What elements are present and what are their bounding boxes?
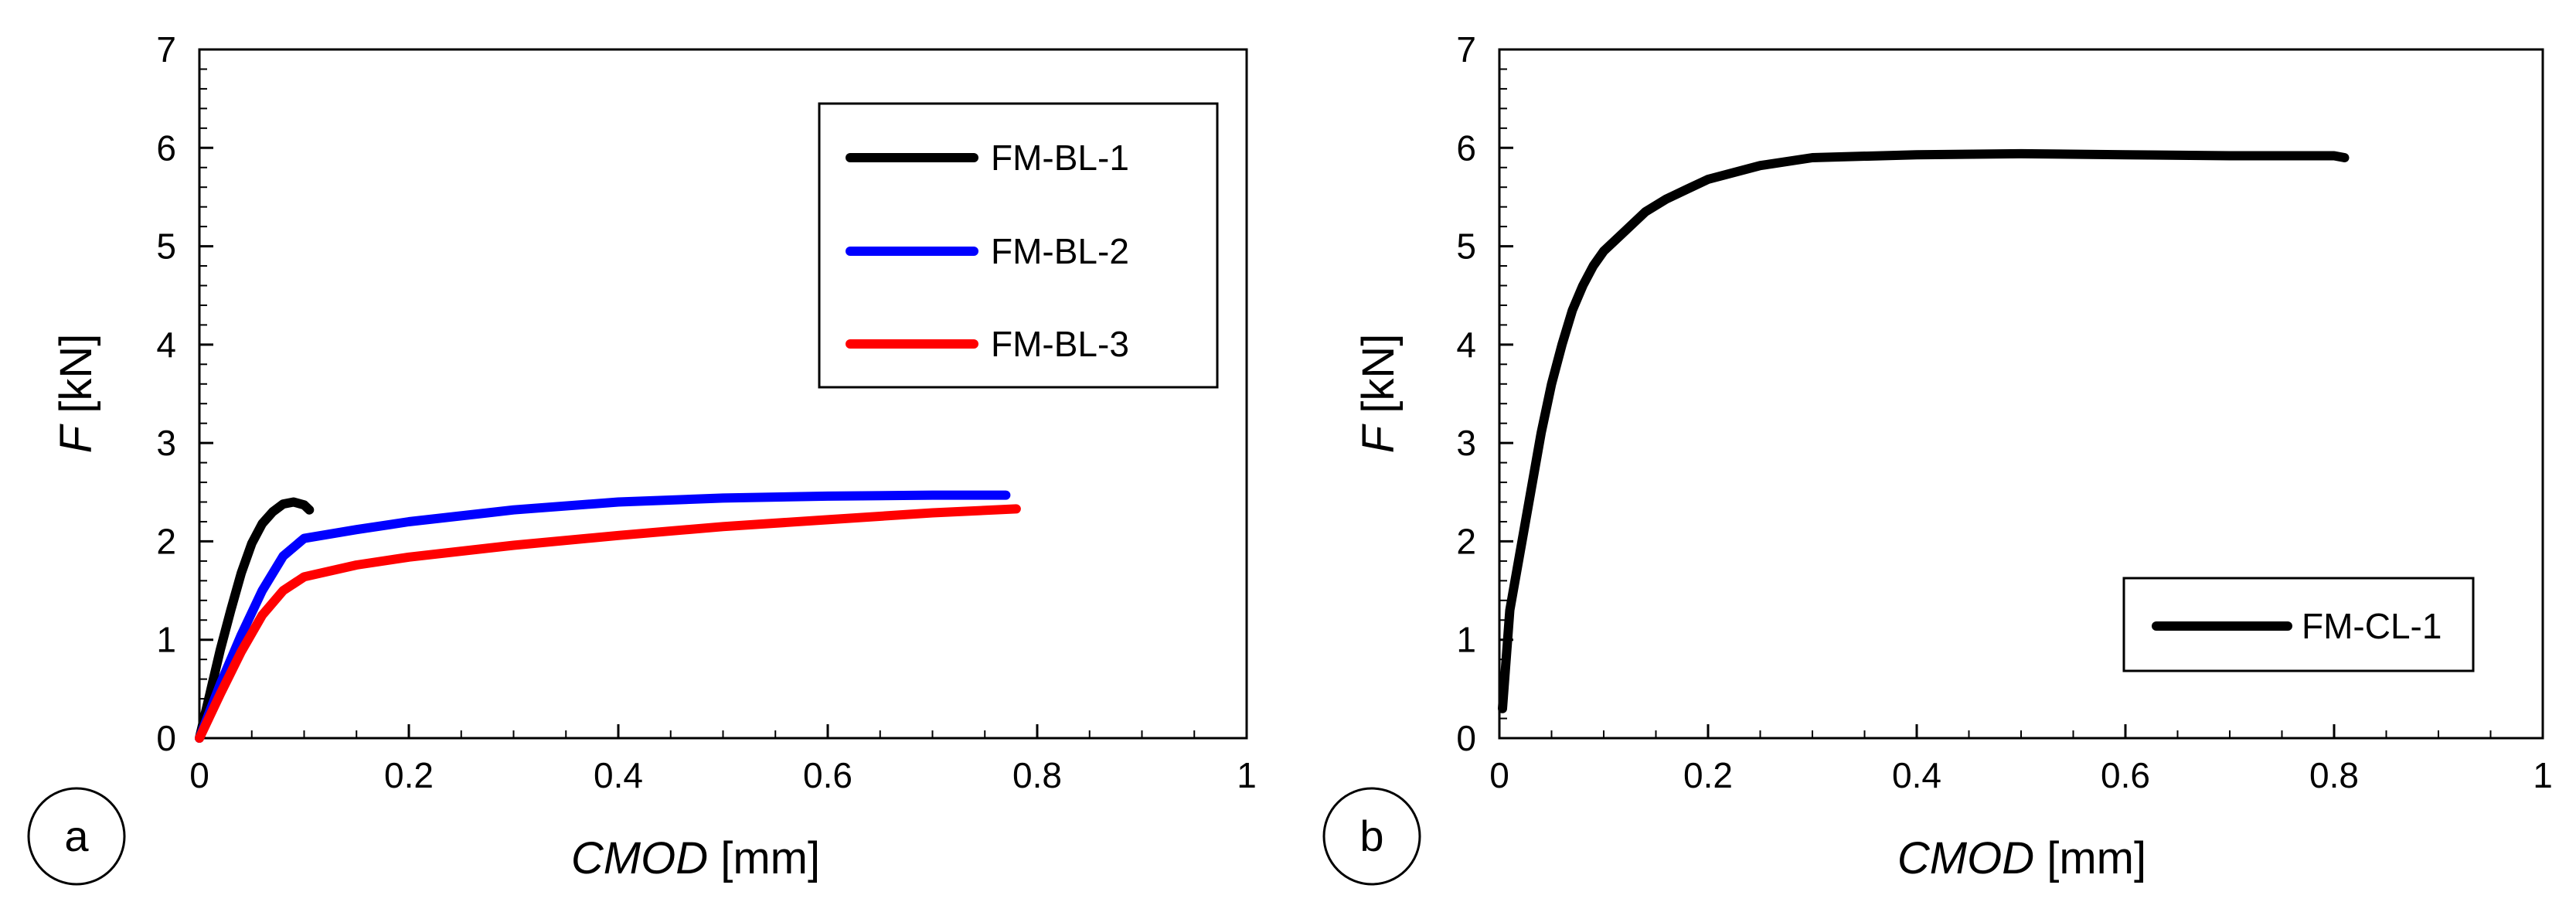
x-axis-title-unit: [mm] <box>2034 833 2146 883</box>
panel-b: 0 0.2 0.4 0.6 0.8 1 0 1 2 3 4 5 6 7 CMOD [mm] F [kN] FM-… <box>1322 29 2553 886</box>
y-tick-label: 4 <box>1456 325 1476 365</box>
x-tick-label: 0.6 <box>2101 755 2150 795</box>
y-tick-label: 1 <box>156 620 176 660</box>
legend: FM-CL-1 <box>2122 577 2475 672</box>
series-line-fm-bl-3 <box>195 504 1021 743</box>
panel-letter-circle <box>27 787 126 886</box>
y-tick-label: 6 <box>1456 128 1476 168</box>
legend-item: FM-BL-3 <box>846 324 1129 364</box>
panel-a: 0 0.2 0.4 0.6 0.8 1 0 1 2 3 4 5 6 7 CMOD [mm] F [kN] FM-… <box>27 29 1257 886</box>
x-axis-title-symbol: CMOD <box>1897 833 2034 883</box>
x-axis-title: CMOD [mm] <box>1897 833 2146 883</box>
x-minor-ticks <box>199 730 1247 738</box>
y-tick-label: 7 <box>156 29 176 70</box>
legend-label: FM-BL-3 <box>991 324 1129 364</box>
x-tick-label: 1 <box>1237 755 1257 795</box>
panel-letter-circle <box>1322 787 1421 886</box>
y-axis-title-symbol: F <box>51 423 101 453</box>
legend: FM-BL-1 FM-BL-2 FM-BL-3 <box>818 102 1219 389</box>
y-axis-title-unit: [kN] <box>1353 334 1404 426</box>
x-tick-label: 0 <box>189 755 209 795</box>
legend-item: FM-BL-2 <box>846 231 1129 271</box>
x-tick-label: 0.4 <box>1892 755 1941 795</box>
y-tick-label: 5 <box>1456 226 1476 267</box>
y-tick-label: 3 <box>156 423 176 463</box>
x-tick-label: 0.4 <box>594 755 643 795</box>
y-tick-label: 0 <box>156 718 176 758</box>
legend-label: FM-CL-1 <box>2302 606 2442 646</box>
series-line-fm-bl-1 <box>195 497 315 743</box>
y-tick-label: 4 <box>156 325 176 365</box>
y-axis-title: F [kN] <box>1353 334 1404 454</box>
x-tick-label: 0.2 <box>384 755 434 795</box>
legend-label: FM-BL-1 <box>991 138 1129 178</box>
y-tick-label: 7 <box>1456 29 1476 70</box>
legend-item: FM-CL-1 <box>2152 606 2442 646</box>
x-minor-ticks <box>1499 730 2544 738</box>
x-axis-title-symbol: CMOD <box>571 833 708 883</box>
y-tick-label: 6 <box>156 128 176 168</box>
x-tick-label: 0.8 <box>2309 755 2359 795</box>
y-tick-label: 5 <box>156 226 176 267</box>
series-line-fm-bl-2 <box>195 490 1011 743</box>
panel-letter: b <box>1359 812 1383 860</box>
x-axis-title-unit: [mm] <box>708 833 820 883</box>
legend-label: FM-BL-2 <box>991 231 1129 271</box>
x-tick-label: 0.8 <box>1012 755 1062 795</box>
y-tick-label: 0 <box>1456 718 1476 758</box>
y-tick-label: 2 <box>156 521 176 561</box>
y-axis-title-symbol: F <box>1353 423 1404 453</box>
x-tick-label: 0 <box>1489 755 1509 795</box>
y-tick-label: 3 <box>1456 423 1476 463</box>
x-tick-label: 0.2 <box>1683 755 1733 795</box>
x-tick-label: 0.6 <box>803 755 852 795</box>
y-tick-label: 1 <box>1456 620 1476 660</box>
y-axis-title: F [kN] <box>51 334 101 454</box>
legend-item: FM-BL-1 <box>846 138 1129 178</box>
series-line-fm-cl-1 <box>1498 148 2350 713</box>
panel-letter: a <box>64 812 89 860</box>
y-tick-label: 2 <box>1456 521 1476 561</box>
y-axis-title-unit: [kN] <box>51 334 101 426</box>
x-tick-label: 1 <box>2533 755 2553 795</box>
x-axis-title: CMOD [mm] <box>571 833 820 883</box>
